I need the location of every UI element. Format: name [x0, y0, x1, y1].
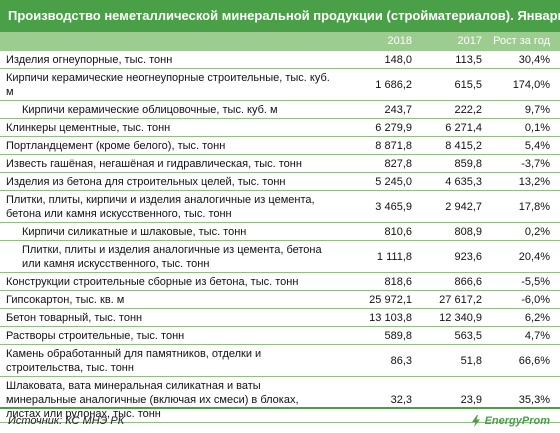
row-value-2018: 818,6 — [384, 275, 412, 288]
logo-text: EnergyProm — [484, 415, 550, 427]
row-growth: 4,7% — [524, 329, 550, 342]
row-growth: -5,5% — [521, 275, 550, 288]
row-value-2017: 808,9 — [454, 225, 482, 238]
row-growth: 174,0% — [512, 78, 550, 91]
row-value-2018: 827,8 — [384, 157, 412, 170]
row-value-2017: 113,5 — [455, 53, 482, 66]
row-value-2017: 4 635,3 — [445, 175, 482, 188]
header-label-col — [0, 32, 332, 51]
row-label: Портландцемент (кроме белого), тыс. тонн — [6, 139, 226, 152]
row-value-2017: 222,2 — [454, 103, 482, 116]
row-growth: 35,3% — [518, 393, 550, 406]
table-row: Шлаковата, вата минеральная силикатная и… — [0, 377, 560, 423]
header-2017: 2017 — [457, 35, 482, 47]
table-row: Кирпичи керамические облицовочные, тыс. … — [0, 101, 560, 119]
row-value-2017: 23,9 — [460, 393, 482, 406]
row-value-2018: 25 972,1 — [369, 293, 412, 306]
table-row: Кирпичи силикатные и шлаковые, тыс. тонн… — [0, 223, 560, 241]
row-value-2018: 810,6 — [384, 225, 412, 238]
row-label: Кирпичи керамические облицовочные, тыс. … — [22, 103, 278, 116]
row-value-2018: 243,7 — [384, 103, 412, 116]
row-value-2018: 1 111,8 — [376, 250, 412, 263]
table-row: Плитки, плиты и изделия аналогичные из ц… — [0, 241, 560, 273]
row-growth: 30,4% — [518, 53, 550, 66]
row-growth: 0,1% — [524, 121, 550, 134]
header-growth: Рост за год — [493, 35, 550, 47]
row-value-2018: 3 465,9 — [375, 200, 412, 213]
table-row: Растворы строительные, тыс. тонн 589,8 563… — [0, 327, 560, 345]
table-row: Гипсокартон, тыс. кв. м 25 972,1 27 617,2 -… — [0, 291, 560, 309]
row-growth: 66,6% — [518, 354, 550, 367]
row-label: Камень обработанный для памятников, отде… — [6, 347, 262, 374]
row-value-2017: 27 617,2 — [439, 293, 482, 306]
row-value-2018: 589,8 — [384, 329, 412, 342]
row-value-2017: 2 942,7 — [445, 200, 482, 213]
energyprom-logo: EnergyProm — [470, 415, 560, 427]
row-growth: 6,2% — [524, 311, 550, 324]
row-label: Известь гашёная, негашёная и гидравличес… — [6, 157, 302, 170]
footer: Источник: КС МНЭ РК EnergyProm — [0, 407, 560, 433]
row-label: Изделия из бетона для строительных целей… — [6, 175, 286, 188]
table-row: Портландцемент (кроме белого), тыс. тонн… — [0, 137, 560, 155]
table-row: Кирпичи керамические неогнеупорные строи… — [0, 69, 560, 101]
lightning-icon — [471, 415, 480, 427]
table-row: Конструкции строительные сборные из бето… — [0, 273, 560, 291]
row-label: Бетон товарный, тыс. тонн — [6, 311, 143, 324]
row-value-2018: 8 871,8 — [375, 139, 412, 152]
row-value-2018: 148,0 — [384, 53, 412, 66]
row-label: Клинкеры цементные, тыс. тонн — [6, 121, 171, 134]
row-growth: 20,4% — [518, 250, 550, 263]
row-value-2017: 866,6 — [454, 275, 482, 288]
row-value-2018: 1 686,2 — [375, 78, 412, 91]
row-growth: -3,7% — [521, 157, 550, 170]
header-2018: 2018 — [387, 35, 412, 47]
table-row: Изделия из бетона для строительных целей… — [0, 173, 560, 191]
row-value-2017: 859,8 — [454, 157, 482, 170]
table-title: Производство неметаллической минеральной… — [0, 0, 560, 32]
table-body: Изделия огнеупорные, тыс. тонн 148,0 113,5… — [0, 51, 560, 423]
row-label: Кирпичи керамические неогнеупорные строи… — [6, 71, 330, 98]
row-label: Растворы строительные, тыс. тонн — [6, 329, 185, 342]
row-growth: 0,2% — [524, 225, 550, 238]
row-growth: 9,7% — [524, 103, 550, 116]
row-value-2018: 32,3 — [390, 393, 412, 406]
row-value-2018: 13 103,8 — [369, 311, 412, 324]
table-row: Бетон товарный, тыс. тонн 13 103,8 12 340,… — [0, 309, 560, 327]
row-value-2018: 6 279,9 — [375, 121, 412, 134]
row-value-2017: 12 340,9 — [439, 311, 482, 324]
table-header: 2018 2017 Рост за год — [0, 32, 560, 51]
table-row: Известь гашёная, негашёная и гидравличес… — [0, 155, 560, 173]
row-label: Гипсокартон, тыс. кв. м — [6, 293, 125, 306]
table-row: Изделия огнеупорные, тыс. тонн 148,0 113,5… — [0, 51, 560, 69]
row-value-2018: 86,3 — [390, 354, 412, 367]
row-value-2017: 563,5 — [454, 329, 482, 342]
row-label: Изделия огнеупорные, тыс. тонн — [6, 53, 173, 66]
table-row: Камень обработанный для памятников, отде… — [0, 345, 560, 377]
row-label: Плитки, плиты и изделия аналогичные из ц… — [22, 243, 322, 270]
row-label: Кирпичи силикатные и шлаковые, тыс. тонн — [22, 225, 247, 238]
row-label: Конструкции строительные сборные из бето… — [6, 275, 299, 288]
source-note: Источник: КС МНЭ РК — [8, 415, 125, 427]
row-value-2018: 5 245,0 — [375, 175, 412, 188]
row-growth: 5,4% — [524, 139, 550, 152]
row-growth: 13,2% — [518, 175, 550, 188]
row-label: Плитки, плиты, кирпичи и изделия аналоги… — [6, 193, 315, 220]
row-value-2017: 6 271,4 — [445, 121, 482, 134]
table-row: Плитки, плиты, кирпичи и изделия аналоги… — [0, 191, 560, 223]
row-label: Шлаковата, вата минеральная силикатная и… — [6, 379, 299, 420]
row-value-2017: 8 415,2 — [445, 139, 482, 152]
row-growth: -6,0% — [521, 293, 550, 306]
table-row: Клинкеры цементные, тыс. тонн 6 279,9 6 27… — [0, 119, 560, 137]
row-growth: 17,8% — [518, 200, 550, 213]
row-value-2017: 51,8 — [460, 354, 482, 367]
row-value-2017: 615,5 — [454, 78, 482, 91]
row-value-2017: 923,6 — [454, 250, 482, 263]
